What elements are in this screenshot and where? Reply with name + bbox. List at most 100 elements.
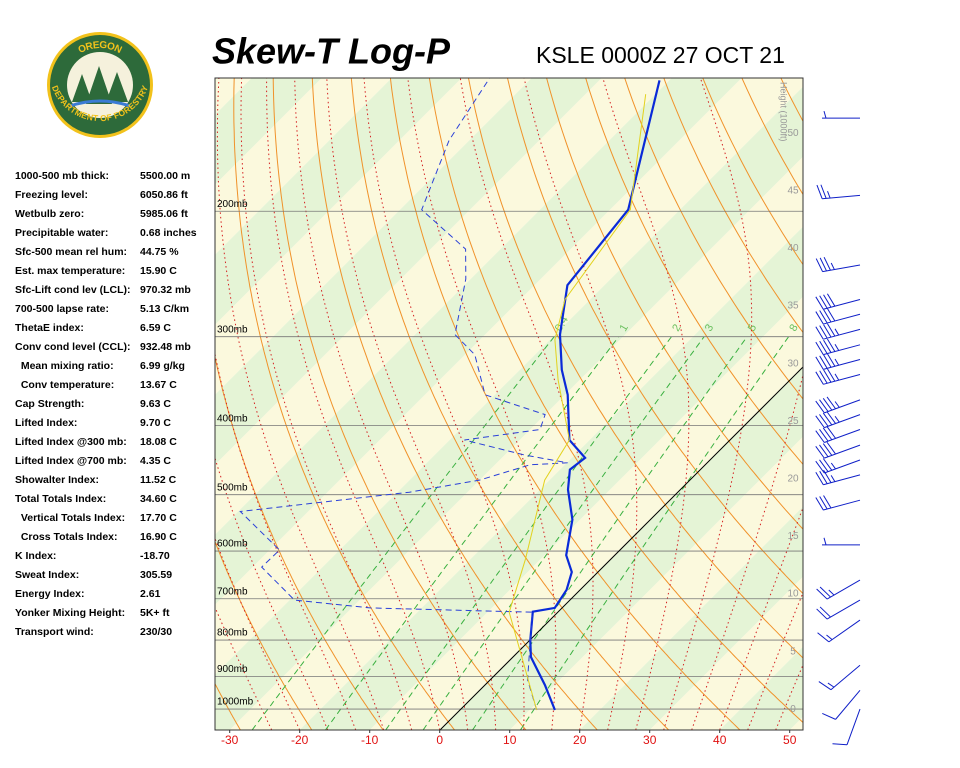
- index-label: Conv temperature:: [15, 379, 114, 391]
- index-label: Est. max temperature:: [15, 265, 125, 277]
- wind-barb: [815, 338, 861, 356]
- index-label: Precipitable water:: [15, 227, 108, 239]
- y-tick-label: 800mb: [217, 628, 248, 639]
- mixing-ratio-line: [519, 336, 790, 730]
- y-tick-label: 500mb: [217, 482, 248, 493]
- x-tick-label: -30: [221, 733, 239, 747]
- dry-adiabat: [820, 78, 960, 730]
- index-value: 6.99 g/kg: [140, 360, 185, 372]
- index-value: 2.61: [140, 588, 161, 600]
- moist-adiabat: [215, 537, 301, 730]
- index-value: 44.75 %: [140, 246, 179, 258]
- dry-adiabat: [624, 78, 803, 400]
- index-value: 9.70 C: [140, 417, 171, 429]
- index-label: 1000-500 mb thick:: [15, 170, 109, 182]
- wind-barb: [815, 396, 861, 414]
- isotherm-band: [369, 296, 803, 730]
- y2-tick-label: 25: [787, 416, 799, 427]
- index-label: Sfc-Lift cond lev (LCL):: [15, 284, 131, 296]
- mixing-ratio-label: 8: [787, 322, 800, 333]
- index-value: 6.59 C: [140, 322, 171, 334]
- logo: OREGON DEPARTMENT OF FORESTRY: [47, 32, 153, 138]
- logo-trees: [72, 66, 128, 104]
- isotherm-band: [860, 78, 960, 730]
- wind-barb: [815, 426, 861, 443]
- x-tick-label: 0: [436, 733, 443, 747]
- dry-adiabat: [898, 78, 960, 730]
- wind-barb: [815, 411, 861, 429]
- index-value: 230/30: [140, 626, 172, 638]
- index-value: 4.35 C: [140, 455, 171, 467]
- moist-adiabat: [294, 78, 469, 730]
- index-label: Lifted Index @700 mb:: [15, 455, 127, 467]
- wind-barb: [816, 579, 861, 600]
- dry-adiabat: [937, 78, 960, 730]
- x-tick-label: -10: [361, 733, 379, 747]
- index-value: 305.59: [140, 569, 172, 581]
- index-value: 15.90 C: [140, 265, 177, 277]
- y2-tick-label: 20: [787, 474, 799, 485]
- index-label: Mean mixing ratio:: [15, 360, 114, 372]
- moist-adiabat: [326, 78, 497, 730]
- logo-water: [69, 99, 131, 108]
- x-tick-label: 20: [573, 733, 587, 747]
- index-value: 6050.86 ft: [140, 189, 188, 201]
- index-value: 0.68 inches: [140, 227, 197, 239]
- y2-tick-label: 45: [787, 186, 799, 197]
- index-label: Cross Totals Index:: [15, 531, 118, 543]
- isotherm-band: [579, 506, 803, 730]
- index-label: Conv cond level (CCL):: [15, 341, 131, 353]
- mixing-ratio-label: 1: [617, 322, 630, 333]
- wind-barb: [815, 323, 861, 340]
- mixing-ratio-label: 2: [670, 322, 683, 333]
- isotherm-band: [509, 436, 803, 730]
- wind-barb: [822, 537, 860, 546]
- x-tick-label: 40: [713, 733, 727, 747]
- y-tick-label: 400mb: [217, 413, 248, 424]
- index-label: Sweat Index:: [15, 569, 79, 581]
- wind-barb: [822, 689, 861, 720]
- moist-adiabat: [602, 78, 690, 730]
- index-label: K Index:: [15, 550, 56, 562]
- moist-adiabat: [215, 605, 273, 730]
- wind-barb: [818, 664, 861, 691]
- index-value: 16.90 C: [140, 531, 177, 543]
- y-tick-label: 1000mb: [217, 697, 254, 708]
- index-value: 5985.06 ft: [140, 208, 188, 220]
- index-value: 5500.00 m: [140, 170, 190, 182]
- index-label: Cap Strength:: [15, 398, 84, 410]
- y-tick-label: 700mb: [217, 586, 248, 597]
- dry-adiabat: [585, 78, 803, 466]
- mixing-ratio-label: 5: [746, 322, 759, 333]
- isotherm-band: [215, 86, 803, 730]
- y2-tick-label: 15: [787, 531, 799, 542]
- wind-barb: [815, 469, 861, 486]
- plot-background: [215, 78, 960, 730]
- wind-barb: [832, 708, 861, 746]
- y-tick-label: 900mb: [217, 664, 248, 675]
- index-list: 1000-500 mb thick: 5500.00 m Freezing leve…: [15, 170, 197, 638]
- wind-barb: [822, 110, 860, 119]
- wind-barb: [815, 308, 861, 325]
- dry-adiabat: [663, 78, 803, 334]
- wind-barb: [815, 495, 861, 511]
- wind-barb: [815, 353, 861, 370]
- mixing-ratio-line: [325, 336, 620, 730]
- index-label: Wetbulb zero:: [15, 208, 84, 220]
- isotherm-band: [299, 226, 803, 730]
- index-label: Freezing level:: [15, 189, 88, 201]
- index-label: Lifted Index @300 mb:: [15, 436, 127, 448]
- dry-adiabat: [859, 78, 960, 730]
- isotherm-band: [649, 576, 803, 730]
- y-tick-label: 200mb: [217, 199, 248, 210]
- profile-line: [239, 78, 568, 711]
- y2-tick-label: 30: [787, 358, 799, 369]
- isotherm-band: [215, 78, 803, 675]
- x-tick-label: -20: [291, 733, 309, 747]
- y-tick-label: 600mb: [217, 539, 248, 550]
- wind-barb: [817, 619, 861, 643]
- index-value: 18.08 C: [140, 436, 177, 448]
- wind-barb: [816, 184, 861, 200]
- chart-title: Skew-T Log-P: [212, 31, 451, 72]
